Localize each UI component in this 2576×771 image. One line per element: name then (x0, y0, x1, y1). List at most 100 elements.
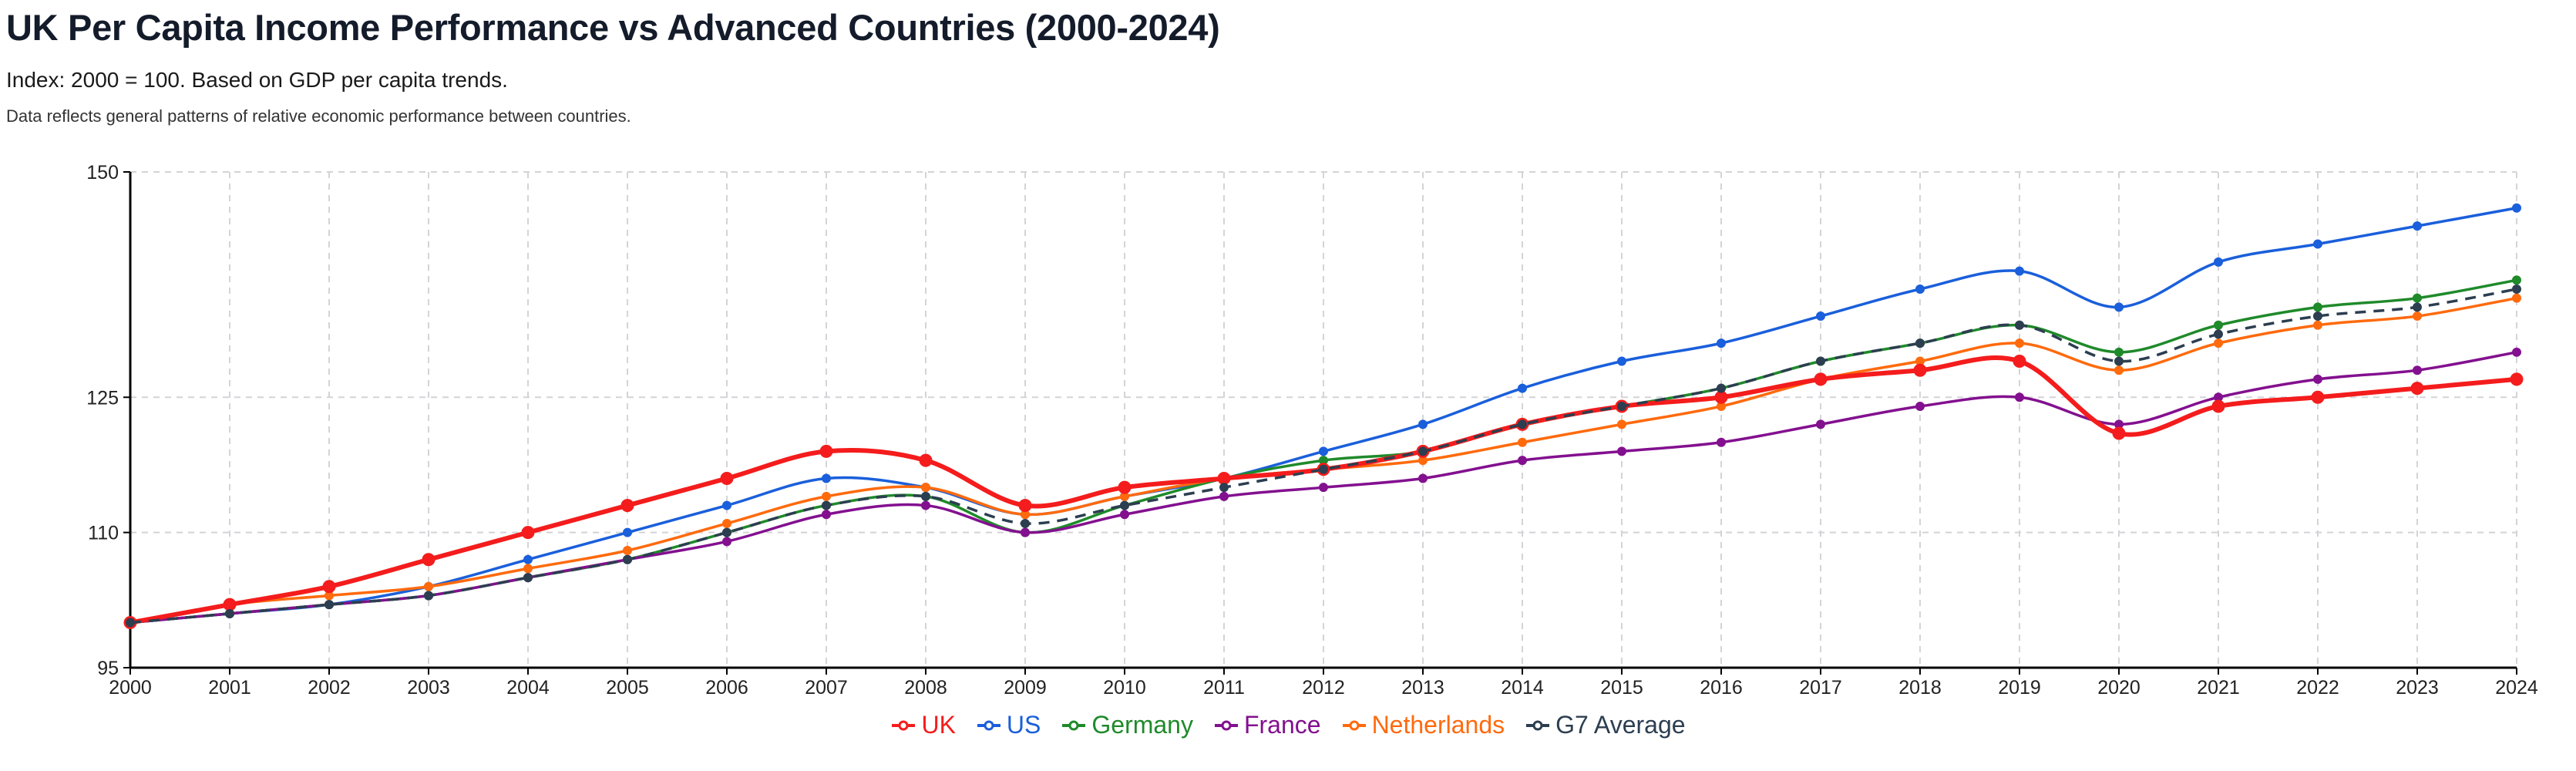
point-uk-2016[interactable] (1714, 390, 1728, 404)
point-us-2004[interactable] (523, 554, 533, 564)
point-g7-average-2008[interactable] (921, 491, 930, 501)
point-netherlands-2007[interactable] (822, 491, 831, 501)
point-france-2008[interactable] (921, 500, 930, 510)
point-g7-average-2018[interactable] (1915, 338, 1925, 348)
point-netherlands-2022[interactable] (2313, 320, 2322, 330)
legend-item-us[interactable]: US (976, 711, 1041, 739)
point-uk-2007[interactable] (819, 444, 833, 458)
point-france-2007[interactable] (822, 510, 831, 520)
point-france-2016[interactable] (1717, 437, 1726, 447)
point-us-2015[interactable] (1617, 356, 1626, 366)
point-uk-2009[interactable] (1018, 499, 1032, 513)
point-us-2013[interactable] (1418, 419, 1428, 429)
point-germany-2022[interactable] (2313, 302, 2322, 312)
point-us-2021[interactable] (2214, 257, 2223, 267)
point-france-2017[interactable] (1816, 419, 1825, 429)
point-france-2023[interactable] (2413, 365, 2422, 375)
point-germany-2021[interactable] (2214, 320, 2223, 330)
point-g7-average-2005[interactable] (623, 554, 632, 564)
point-netherlands-2005[interactable] (623, 546, 632, 556)
point-france-2012[interactable] (1319, 483, 1328, 493)
point-netherlands-2008[interactable] (921, 483, 930, 493)
legend-item-germany[interactable]: Germany (1061, 711, 1193, 739)
point-uk-2019[interactable] (2013, 355, 2026, 369)
point-france-2014[interactable] (1518, 456, 1527, 466)
point-uk-2011[interactable] (1217, 471, 1231, 485)
point-us-2007[interactable] (822, 473, 831, 483)
point-g7-average-2016[interactable] (1717, 383, 1726, 393)
legend-item-g7-average[interactable]: G7 Average (1525, 711, 1686, 739)
point-netherlands-2003[interactable] (424, 581, 433, 591)
point-g7-average-2023[interactable] (2413, 302, 2422, 312)
point-us-2006[interactable] (722, 500, 731, 510)
point-g7-average-2002[interactable] (325, 600, 334, 610)
point-uk-2018[interactable] (1913, 363, 1927, 377)
legend-item-france[interactable]: France (1213, 711, 1321, 739)
legend-item-netherlands[interactable]: Netherlands (1341, 711, 1505, 739)
point-france-2006[interactable] (722, 537, 731, 547)
point-g7-average-2014[interactable] (1518, 419, 1527, 429)
point-netherlands-2023[interactable] (2413, 311, 2422, 322)
point-uk-2004[interactable] (521, 526, 535, 540)
point-netherlands-2014[interactable] (1518, 437, 1527, 447)
point-germany-2023[interactable] (2413, 293, 2422, 303)
point-france-2022[interactable] (2313, 374, 2322, 384)
point-g7-average-2013[interactable] (1418, 446, 1428, 456)
point-g7-average-2020[interactable] (2114, 356, 2124, 366)
point-g7-average-2011[interactable] (1219, 483, 1229, 493)
point-us-2022[interactable] (2313, 239, 2322, 249)
point-g7-average-2003[interactable] (424, 591, 433, 601)
point-france-2009[interactable] (1021, 527, 1030, 537)
point-uk-2002[interactable] (322, 580, 336, 594)
point-g7-average-2019[interactable] (2015, 320, 2024, 330)
point-uk-2023[interactable] (2410, 382, 2424, 396)
point-netherlands-2004[interactable] (523, 564, 533, 574)
point-g7-average-2015[interactable] (1617, 401, 1626, 411)
point-us-2024[interactable] (2512, 203, 2521, 213)
point-uk-2022[interactable] (2311, 390, 2325, 404)
point-netherlands-2024[interactable] (2512, 293, 2521, 303)
point-us-2012[interactable] (1319, 446, 1328, 456)
point-us-2020[interactable] (2114, 302, 2124, 312)
point-netherlands-2020[interactable] (2114, 365, 2124, 375)
point-g7-average-2004[interactable] (523, 573, 533, 583)
point-uk-2008[interactable] (919, 453, 933, 467)
point-france-2013[interactable] (1418, 473, 1428, 483)
point-us-2005[interactable] (623, 527, 632, 537)
legend-item-uk[interactable]: UK (890, 711, 956, 739)
point-us-2023[interactable] (2413, 221, 2422, 231)
point-g7-average-2017[interactable] (1816, 356, 1825, 366)
point-us-2018[interactable] (1915, 284, 1925, 294)
point-g7-average-2007[interactable] (822, 500, 831, 510)
point-g7-average-2000[interactable] (126, 618, 135, 628)
point-uk-2006[interactable] (720, 471, 734, 485)
point-france-2010[interactable] (1120, 510, 1129, 520)
point-us-2019[interactable] (2015, 266, 2024, 276)
point-france-2019[interactable] (2015, 392, 2024, 402)
point-germany-2020[interactable] (2114, 347, 2124, 357)
point-us-2016[interactable] (1717, 338, 1726, 348)
point-uk-2010[interactable] (1118, 480, 1132, 494)
point-germany-2024[interactable] (2512, 275, 2521, 285)
point-uk-2005[interactable] (620, 499, 634, 513)
point-g7-average-2012[interactable] (1319, 464, 1328, 474)
point-france-2024[interactable] (2512, 347, 2521, 357)
point-g7-average-2010[interactable] (1120, 500, 1129, 510)
point-netherlands-2015[interactable] (1617, 419, 1626, 429)
point-netherlands-2021[interactable] (2214, 338, 2223, 348)
point-g7-average-2006[interactable] (722, 527, 731, 537)
point-us-2017[interactable] (1816, 311, 1825, 322)
point-g7-average-2022[interactable] (2313, 311, 2322, 322)
point-g7-average-2021[interactable] (2214, 329, 2223, 339)
point-france-2018[interactable] (1915, 401, 1925, 411)
point-netherlands-2019[interactable] (2015, 338, 2024, 348)
point-uk-2024[interactable] (2510, 372, 2524, 386)
point-g7-average-2024[interactable] (2512, 284, 2521, 294)
point-us-2014[interactable] (1518, 383, 1527, 393)
point-uk-2001[interactable] (223, 598, 237, 611)
point-g7-average-2009[interactable] (1021, 518, 1030, 528)
point-uk-2003[interactable] (422, 553, 435, 567)
point-g7-average-2001[interactable] (225, 608, 234, 618)
point-france-2015[interactable] (1617, 446, 1626, 456)
point-france-2011[interactable] (1219, 491, 1229, 501)
